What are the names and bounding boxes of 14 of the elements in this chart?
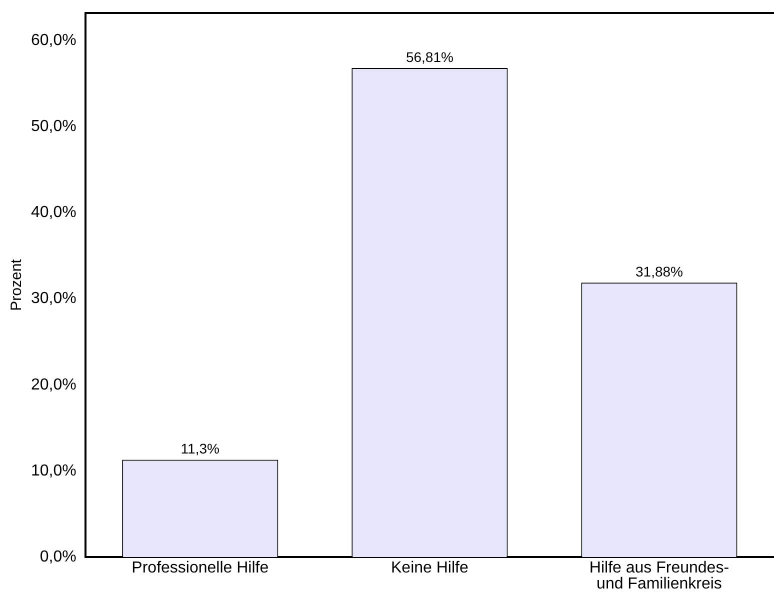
- data-label: 31,88%: [635, 263, 683, 280]
- y-tick-label: 40,0%: [30, 204, 76, 222]
- y-tick-label: 50,0%: [30, 118, 76, 136]
- y-tick-label: 60,0%: [30, 32, 76, 49]
- y-tick-label: 10,0%: [30, 462, 76, 480]
- x-tick-label: Professionelle Hilfe: [132, 559, 269, 576]
- y-tick-label: 0,0%: [40, 548, 76, 566]
- data-label: 56,81%: [406, 48, 454, 65]
- y-tick-label: 20,0%: [30, 376, 76, 394]
- x-tick-label: Keine Hilfe: [390, 559, 468, 576]
- data-label: 11,3%: [180, 440, 220, 457]
- y-tick-label: 30,0%: [30, 290, 76, 308]
- y-axis-title: Prozent: [8, 258, 26, 311]
- x-tick-label: Hilfe aus Freundes- und Familienkreis: [589, 559, 730, 592]
